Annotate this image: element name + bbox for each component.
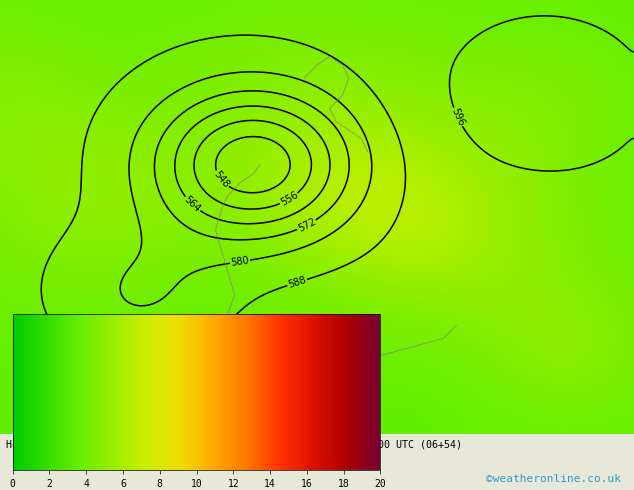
Text: 596: 596 (450, 107, 466, 127)
Text: ©weatheronline.co.uk: ©weatheronline.co.uk (486, 474, 621, 484)
Text: 564: 564 (182, 195, 202, 214)
Text: 588: 588 (287, 275, 307, 290)
Text: Height 500 hPa Spread mean+σ [gpdm] ECMWF    Th 06-06-2024 12:00 UTC (06+54): Height 500 hPa Spread mean+σ [gpdm] ECMW… (6, 441, 462, 450)
Text: 572: 572 (296, 217, 317, 234)
Text: 556: 556 (278, 190, 300, 208)
Text: 548: 548 (212, 169, 231, 190)
Text: 580: 580 (230, 255, 250, 268)
